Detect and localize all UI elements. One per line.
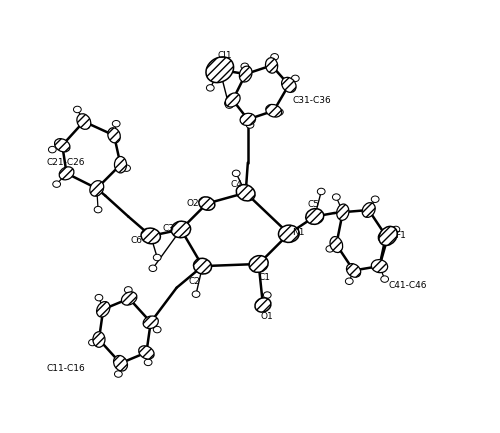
Ellipse shape [90,181,104,196]
Ellipse shape [326,246,334,252]
Ellipse shape [154,326,161,333]
Ellipse shape [144,359,152,365]
Ellipse shape [232,170,240,177]
Ellipse shape [306,209,324,224]
Ellipse shape [154,254,161,261]
Ellipse shape [206,84,214,91]
Ellipse shape [381,276,388,282]
Ellipse shape [172,221,190,238]
Ellipse shape [241,63,248,70]
Ellipse shape [141,228,161,244]
Ellipse shape [255,298,271,312]
Ellipse shape [122,292,137,305]
Ellipse shape [94,207,102,213]
Ellipse shape [138,346,154,359]
Text: O1: O1 [260,312,273,321]
Ellipse shape [264,292,271,298]
Ellipse shape [332,194,340,200]
Ellipse shape [143,316,158,329]
Ellipse shape [149,265,157,271]
Text: N1: N1 [292,228,304,237]
Ellipse shape [379,226,398,246]
Ellipse shape [330,236,342,252]
Ellipse shape [77,114,91,129]
Ellipse shape [122,165,130,171]
Ellipse shape [276,109,283,115]
Ellipse shape [240,113,256,126]
Text: C41-C46: C41-C46 [389,281,428,290]
Ellipse shape [114,371,122,377]
Ellipse shape [392,226,400,233]
Ellipse shape [53,181,60,187]
Text: C11-C16: C11-C16 [46,364,85,373]
Ellipse shape [270,54,278,60]
Ellipse shape [114,156,126,173]
Ellipse shape [96,301,110,317]
Ellipse shape [192,291,200,297]
Text: O2: O2 [186,199,200,208]
Ellipse shape [318,188,325,195]
Ellipse shape [246,122,254,128]
Ellipse shape [112,120,120,127]
Ellipse shape [236,184,255,201]
Text: C1: C1 [258,273,270,282]
Ellipse shape [88,339,96,346]
Ellipse shape [240,66,252,82]
Ellipse shape [378,229,394,242]
Ellipse shape [249,255,268,272]
Ellipse shape [278,225,299,242]
Ellipse shape [108,128,120,143]
Ellipse shape [199,197,215,210]
Ellipse shape [124,287,132,293]
Text: C31-C36: C31-C36 [292,96,331,105]
Ellipse shape [362,203,375,217]
Text: F1: F1 [395,231,406,240]
Text: C4: C4 [230,180,242,189]
Ellipse shape [224,100,232,107]
Ellipse shape [266,104,281,117]
Ellipse shape [292,75,299,82]
Ellipse shape [226,93,240,107]
Ellipse shape [282,78,296,92]
Ellipse shape [114,355,128,371]
Text: Cl1: Cl1 [218,52,232,61]
Ellipse shape [194,258,212,274]
Text: C2: C2 [189,277,200,286]
Ellipse shape [346,264,360,277]
Ellipse shape [372,196,379,203]
Ellipse shape [266,58,278,73]
Ellipse shape [226,102,233,108]
Ellipse shape [346,278,353,284]
Text: C21-C26: C21-C26 [46,158,85,167]
Ellipse shape [74,106,81,113]
Ellipse shape [95,294,103,301]
Text: C5: C5 [308,200,320,209]
Text: C6: C6 [131,236,143,245]
Ellipse shape [372,260,388,273]
Ellipse shape [336,204,349,220]
Ellipse shape [48,146,56,153]
Ellipse shape [206,57,234,83]
Ellipse shape [59,167,74,180]
Text: C3: C3 [163,224,175,233]
Ellipse shape [54,139,70,152]
Ellipse shape [93,332,105,347]
